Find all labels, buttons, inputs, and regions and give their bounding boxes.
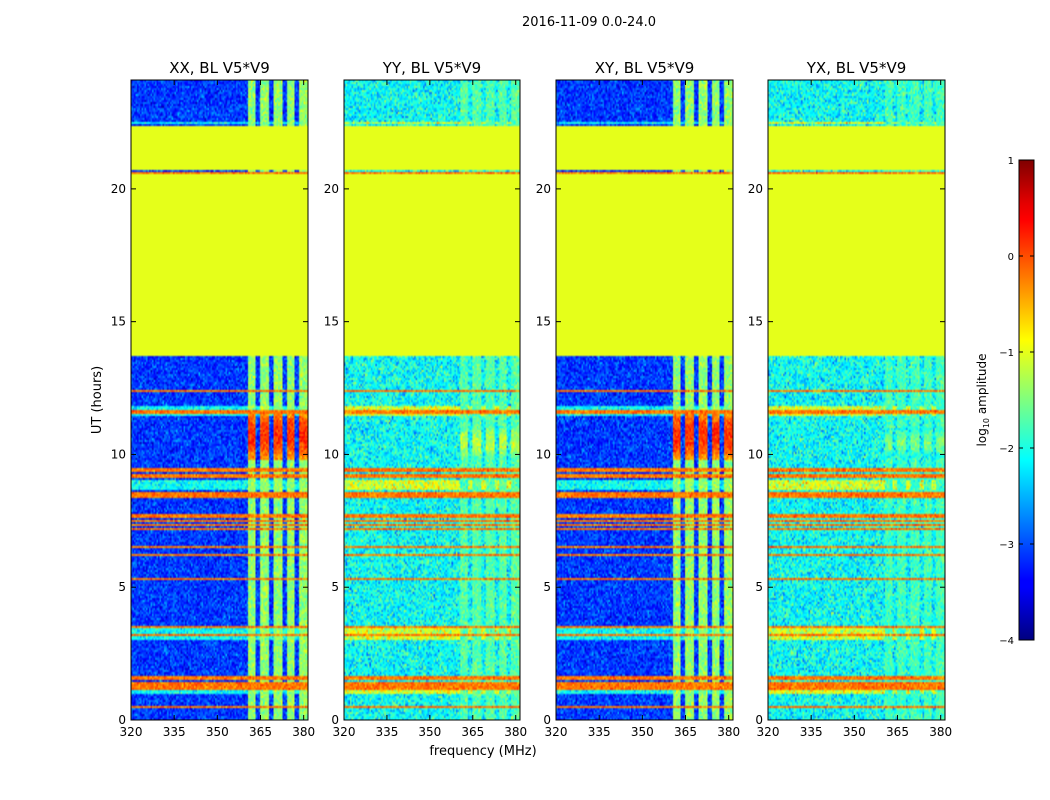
panel-1-heatmap <box>131 80 308 720</box>
y-tick-label: 0 <box>331 713 339 727</box>
y-tick-label: 15 <box>324 315 339 329</box>
y-tick-label: 5 <box>755 580 763 594</box>
panel-1-frame <box>130 79 309 721</box>
panel-2: YY, BL V5*V9 320 335 350 365 380 0 5 10 15 20 <box>324 59 527 739</box>
y-tick-label: 20 <box>748 182 763 196</box>
panel-4-title: YX, BL V5*V9 <box>806 59 907 77</box>
y-tick-label: 10 <box>536 447 551 461</box>
colorbar-label-suffix: amplitude <box>975 354 989 418</box>
y-tick-label: 20 <box>536 182 551 196</box>
y-tick-label: 20 <box>111 182 126 196</box>
panel-4-heatmap <box>768 80 945 720</box>
x-tick-label: 380 <box>929 725 952 739</box>
colorbar-tick-label: −1 <box>999 348 1014 359</box>
panel-1-title: XX, BL V5*V9 <box>169 59 270 77</box>
x-axis-label: frequency (MHz) <box>429 744 536 759</box>
x-tick-label: 350 <box>843 725 866 739</box>
x-tick-label: 320 <box>545 725 568 739</box>
x-tick-label: 365 <box>674 725 697 739</box>
x-tick-label: 320 <box>333 725 356 739</box>
x-tick-label: 380 <box>717 725 740 739</box>
y-tick-label: 10 <box>748 447 763 461</box>
y-tick-label: 20 <box>324 182 339 196</box>
y-tick-label: 0 <box>543 713 551 727</box>
colorbar-tick-label: 1 <box>1008 156 1014 167</box>
x-tick-label: 380 <box>292 725 315 739</box>
x-tick-label: 335 <box>163 725 186 739</box>
colorbar-label-prefix: log <box>975 428 989 446</box>
x-tick-label: 350 <box>418 725 441 739</box>
y-tick-label: 10 <box>111 447 126 461</box>
colorbar-tick-label: 0 <box>1008 252 1014 263</box>
panel-3-heatmap <box>556 80 733 720</box>
x-tick-label: 335 <box>800 725 823 739</box>
y-tick-label: 5 <box>118 580 126 594</box>
panel-4: YX, BL V5*V9 320 335 350 365 380 0 5 10 15 20 <box>748 59 952 739</box>
y-tick-label: 5 <box>331 580 339 594</box>
panel-3: XY, BL V5*V9 320 335 350 365 380 0 5 10 15 20 <box>536 59 740 739</box>
x-tick-label: 365 <box>249 725 272 739</box>
panel-2-heatmap <box>344 80 520 720</box>
colorbar-label: log10 amplitude <box>975 354 991 447</box>
y-tick-label: 15 <box>748 315 763 329</box>
x-tick-label: 365 <box>461 725 484 739</box>
x-tick-label: 350 <box>631 725 654 739</box>
panel-4-frame <box>767 79 946 721</box>
suptitle: 2016-11-09 0.0-24.0 <box>522 15 656 30</box>
colorbar-gradient <box>1018 159 1035 641</box>
x-tick-label: 335 <box>588 725 611 739</box>
panel-3-title: XY, BL V5*V9 <box>595 59 695 77</box>
colorbar-label-subscript: 10 <box>982 418 991 428</box>
y-axis-label: UT (hours) <box>90 366 105 434</box>
x-tick-label: 365 <box>886 725 909 739</box>
x-tick-label: 380 <box>504 725 527 739</box>
panel-2-frame <box>343 79 521 721</box>
colorbar-tick-label: −4 <box>999 636 1014 647</box>
x-tick-label: 350 <box>206 725 229 739</box>
colorbar: 10−1−2−3−4 log10 amplitude <box>975 156 1035 647</box>
panel-1: XX, BL V5*V9 320 335 350 365 380 0 5 10 15 20 <box>111 59 315 739</box>
panel-3-frame <box>555 79 734 721</box>
colorbar-tick-label: −2 <box>999 444 1014 455</box>
y-tick-label: 0 <box>755 713 763 727</box>
panel-2-title: YY, BL V5*V9 <box>382 59 481 77</box>
y-tick-label: 10 <box>324 447 339 461</box>
x-tick-label: 320 <box>757 725 780 739</box>
colorbar-tick-label: −3 <box>999 540 1014 551</box>
x-tick-label: 335 <box>375 725 398 739</box>
y-tick-label: 15 <box>111 315 126 329</box>
x-tick-label: 320 <box>120 725 143 739</box>
y-tick-label: 0 <box>118 713 126 727</box>
y-tick-label: 15 <box>536 315 551 329</box>
colorbar-ticks: 1 0 −1 −2 −3 −4 <box>999 156 1034 647</box>
y-tick-label: 5 <box>543 580 551 594</box>
